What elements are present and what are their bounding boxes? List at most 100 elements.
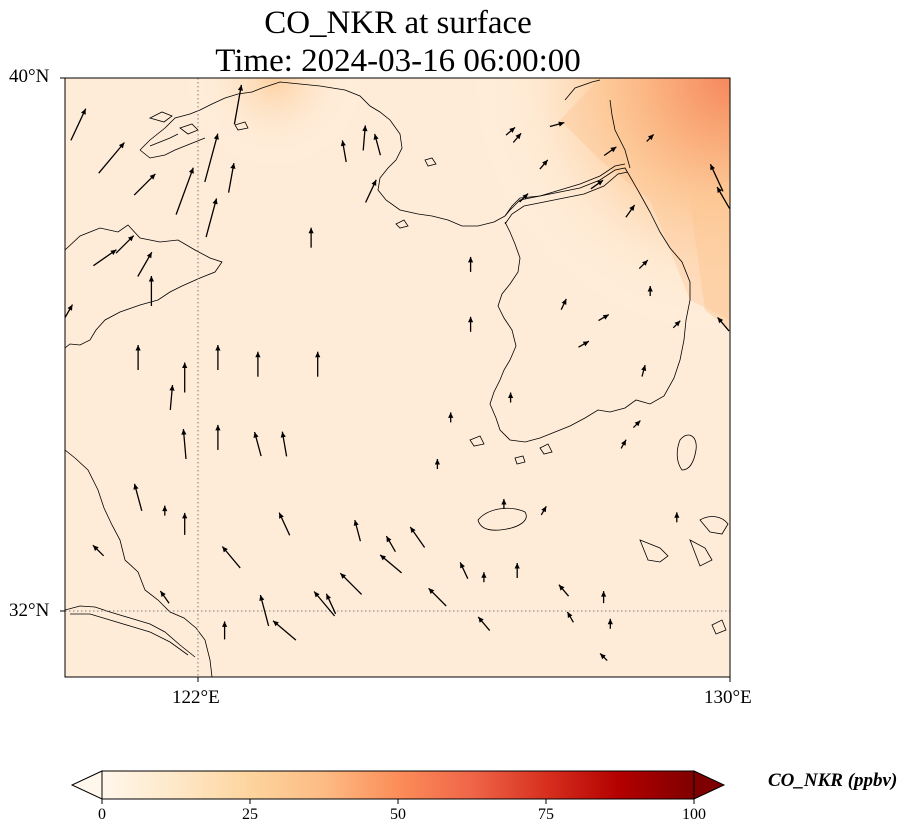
wind-arrow xyxy=(373,133,382,156)
map-subtitle-time: Time: 2024-03-16 06:00:00 xyxy=(215,43,581,79)
wind-arrow xyxy=(539,159,549,170)
wind-arrow xyxy=(65,304,74,319)
colorbar-low-extend xyxy=(70,770,103,800)
wind-arrow xyxy=(601,591,607,604)
wind-arrow xyxy=(215,345,221,370)
wind-arrow xyxy=(182,362,188,393)
wind-arrow xyxy=(133,483,143,511)
wind-arrow xyxy=(313,591,336,617)
wind-arrow xyxy=(233,84,243,125)
wind-arrow xyxy=(672,320,681,329)
wind-arrow xyxy=(578,340,590,348)
wind-arrow xyxy=(632,420,641,429)
wind-arrow xyxy=(468,256,474,272)
wind-arrow xyxy=(272,620,297,641)
wind-arrow xyxy=(379,554,403,574)
gridlines xyxy=(65,78,730,677)
wind-arrow xyxy=(607,618,613,629)
wind-arrow xyxy=(182,512,188,535)
wind-arrow xyxy=(448,412,454,423)
colorbar-tick-label: 100 xyxy=(682,806,706,823)
wind-arrow xyxy=(468,316,474,332)
wind-arrow xyxy=(519,193,529,203)
wind-arrow xyxy=(599,653,608,662)
wind-arrow xyxy=(70,108,87,141)
wind-arrow xyxy=(717,316,730,332)
wind-arrow xyxy=(566,611,574,623)
wind-arrow xyxy=(221,546,241,569)
colorbar-high-extend xyxy=(693,770,726,800)
wind-arrow xyxy=(339,572,363,595)
wind-arrow xyxy=(315,351,321,377)
wind-arrow xyxy=(308,227,314,248)
wind-arrow xyxy=(362,125,368,151)
wind-arrow xyxy=(716,186,730,209)
wind-arrow xyxy=(590,179,604,190)
lat-tick-label-32: 32°N xyxy=(9,600,50,621)
colorbar-title: CO_NKR (ppbv) xyxy=(768,770,898,791)
wind-arrow xyxy=(646,133,655,142)
wind-arrow xyxy=(638,259,649,270)
wind-arrow xyxy=(175,167,194,215)
concentration-field xyxy=(65,78,730,677)
wind-arrow xyxy=(505,126,516,136)
wind-arrow xyxy=(204,133,219,183)
wind-arrow xyxy=(93,249,117,267)
coastlines xyxy=(65,79,729,677)
wind-arrow xyxy=(135,345,141,370)
wind-arrow xyxy=(280,431,288,457)
wind-arrow xyxy=(162,505,168,516)
wind-arrow xyxy=(434,459,440,469)
wind-arrow xyxy=(428,587,447,607)
colorbar-tick-label: 75 xyxy=(538,806,554,823)
wind-arrow xyxy=(514,563,520,578)
colorbar-tick-label: 50 xyxy=(390,806,406,823)
wind-arrow xyxy=(508,392,514,403)
map-title: CO_NKR at surface xyxy=(264,5,532,41)
wind-arrow xyxy=(137,251,153,277)
colorbar-tick-label: 0 xyxy=(98,806,106,823)
wind-arrow xyxy=(674,512,680,523)
wind-arrow xyxy=(98,142,125,174)
wind-arrow xyxy=(148,276,154,306)
wind-arrow xyxy=(353,519,362,542)
wind-arrow xyxy=(512,132,522,143)
wind-arrow xyxy=(227,162,236,193)
wind-arrow xyxy=(647,286,653,296)
lat-tick-label-40: 40°N xyxy=(9,66,50,87)
map-frame xyxy=(64,77,731,678)
wind-arrow xyxy=(385,535,396,553)
wind-arrow xyxy=(549,121,565,128)
wind-arrow xyxy=(222,621,228,640)
wind-arrow xyxy=(133,173,156,196)
wind-arrow xyxy=(215,424,221,450)
wind-arrow xyxy=(459,562,469,579)
wind-arrow xyxy=(625,204,636,218)
wind-arrow xyxy=(481,572,487,583)
colorbar-tick-label: 25 xyxy=(242,806,258,823)
lon-tick-label-122: 122°E xyxy=(172,687,220,708)
colorbar xyxy=(70,770,726,804)
lon-tick-label-130: 130°E xyxy=(704,687,752,708)
wind-arrow xyxy=(278,512,291,536)
wind-arrow xyxy=(477,616,491,632)
wind-arrow xyxy=(709,163,724,192)
wind-arrow xyxy=(501,499,507,509)
wind-arrow xyxy=(259,594,270,627)
wind-vectors xyxy=(65,84,730,662)
wind-arrow xyxy=(365,179,377,203)
wind-arrow xyxy=(540,505,547,516)
wind-arrow xyxy=(169,384,175,410)
wind-arrow xyxy=(560,298,567,310)
wind-arrow xyxy=(255,351,261,377)
wind-arrow xyxy=(558,584,570,597)
wind-arrow xyxy=(620,439,627,449)
wind-arrow xyxy=(603,146,617,157)
wind-arrow xyxy=(115,235,135,254)
wind-arrow xyxy=(253,431,262,457)
wind-arrow xyxy=(159,590,170,604)
wind-arrow xyxy=(641,364,647,377)
wind-arrow xyxy=(181,429,187,460)
wind-arrow xyxy=(92,544,105,557)
